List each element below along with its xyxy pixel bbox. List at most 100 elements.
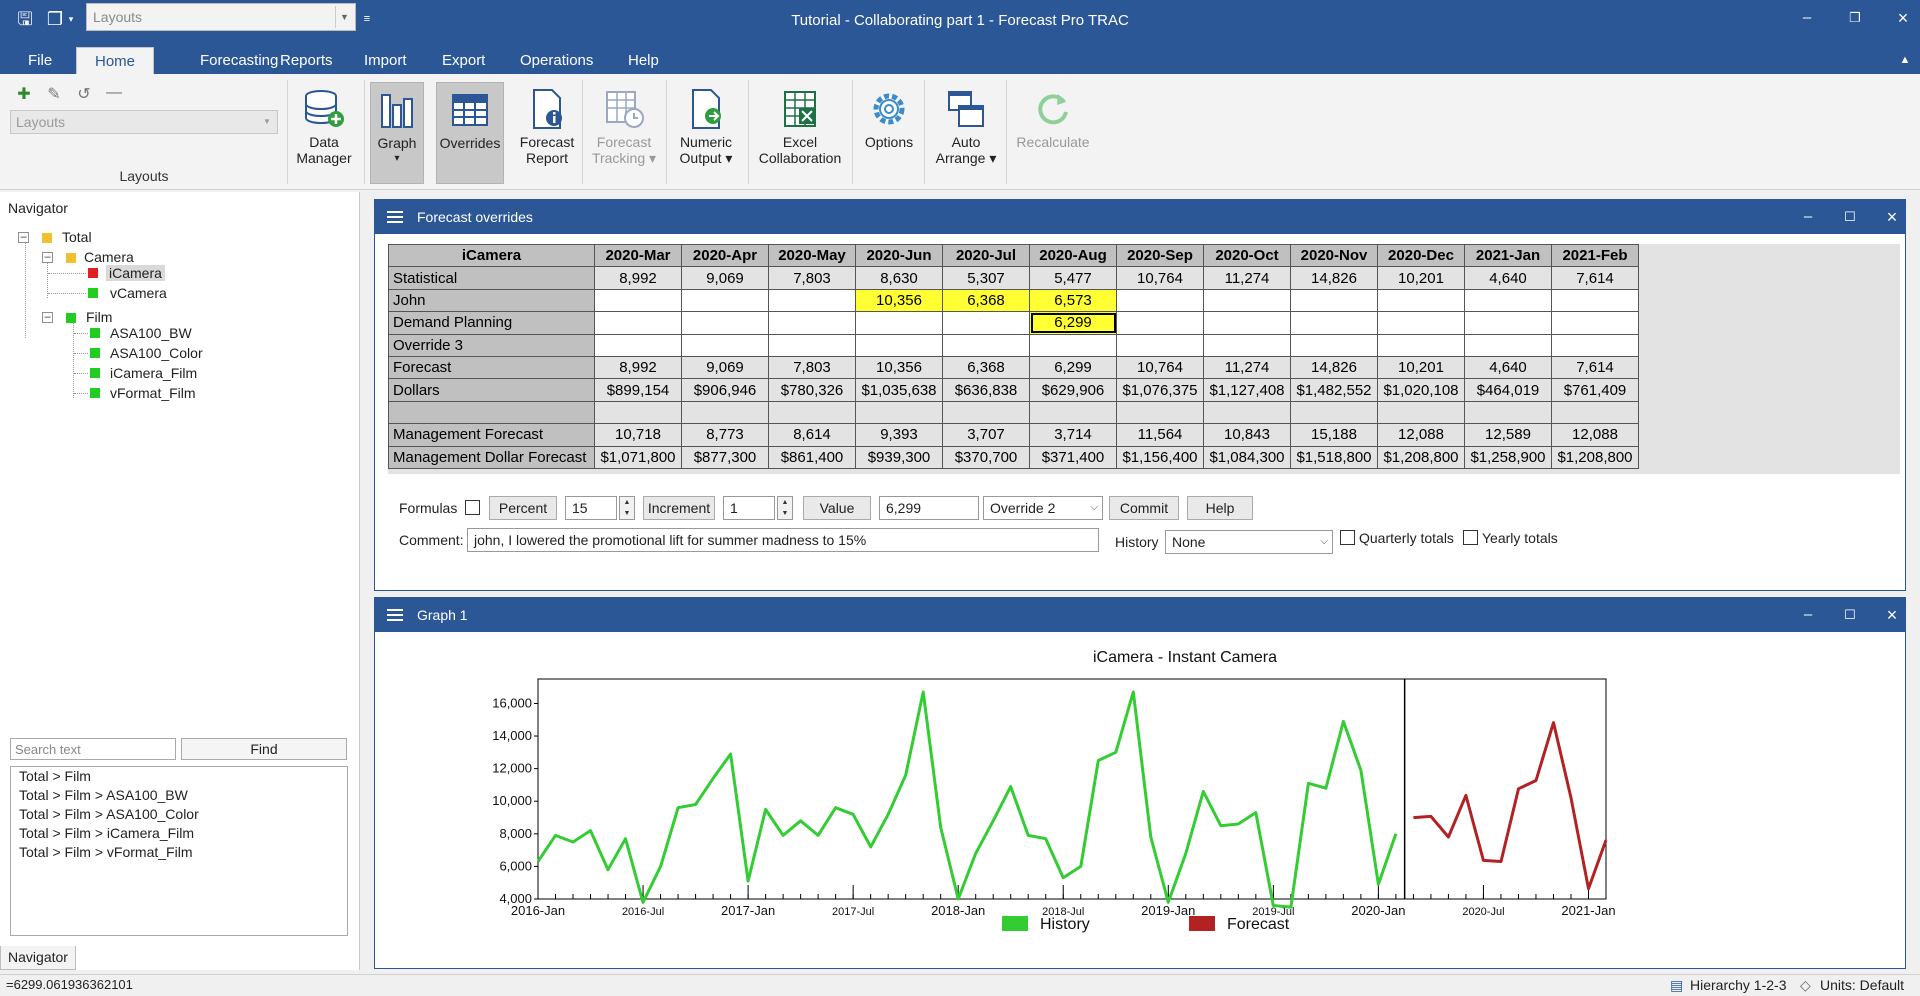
tab-help[interactable]: Help xyxy=(628,52,659,69)
data-manager-button[interactable]: Data Manager xyxy=(290,82,358,184)
save-icon[interactable]: 🖫 xyxy=(17,9,33,29)
table-cell[interactable] xyxy=(1551,288,1639,313)
list-item[interactable]: Total > Film xyxy=(19,768,91,784)
minimize-icon[interactable]: – xyxy=(1803,606,1813,623)
forecast-tracking-button[interactable]: Forecast Tracking ▾ xyxy=(586,82,662,184)
table-cell[interactable] xyxy=(681,311,769,335)
find-button[interactable]: Find xyxy=(181,738,347,760)
tab-home[interactable]: Home xyxy=(76,47,155,74)
table-cell[interactable] xyxy=(1377,333,1465,357)
table-cell[interactable] xyxy=(855,333,943,357)
minimize-icon[interactable]: – xyxy=(1802,9,1812,26)
table-cell[interactable] xyxy=(1116,288,1204,313)
tab-forecasting[interactable]: Forecasting xyxy=(200,52,279,69)
undo-layout-icon[interactable]: ↺ xyxy=(77,86,91,103)
table-cell[interactable] xyxy=(1290,333,1378,357)
close-icon[interactable]: × xyxy=(1897,8,1909,28)
table-cell[interactable] xyxy=(942,311,1030,335)
edit-layout-icon[interactable]: ✎ xyxy=(47,86,61,103)
table-cell[interactable] xyxy=(1290,311,1378,335)
tree-item-asa100-color[interactable]: ASA100_Color xyxy=(110,343,203,363)
list-item[interactable]: Total > Film > ASA100_BW xyxy=(19,787,188,803)
yearly-totals-checkbox[interactable] xyxy=(1463,530,1478,545)
close-icon[interactable]: × xyxy=(1886,207,1898,227)
restore-icon[interactable]: ❐ xyxy=(1849,10,1861,25)
table-cell[interactable] xyxy=(681,288,769,313)
table-cell[interactable]: 6,573 xyxy=(1029,288,1117,313)
table-cell[interactable]: 6,368 xyxy=(942,288,1030,313)
tree-item-total[interactable]: Total xyxy=(62,227,92,247)
numeric-output-button[interactable]: Numeric Output ▾ xyxy=(670,82,742,184)
recalculate-button[interactable]: Recalculate xyxy=(1012,82,1094,184)
search-input[interactable] xyxy=(10,738,176,760)
tree-item-camera[interactable]: Camera xyxy=(84,247,134,267)
auto-arrange-button[interactable]: Auto Arrange ▾ xyxy=(930,82,1002,184)
table-cell[interactable] xyxy=(1551,311,1639,335)
list-item[interactable]: Total > Film > iCamera_Film xyxy=(19,825,195,841)
chevron-down-icon[interactable]: ▼ xyxy=(335,6,353,28)
percent-button[interactable]: Percent xyxy=(489,496,557,520)
tab-reports[interactable]: Reports xyxy=(280,52,333,69)
table-cell[interactable] xyxy=(1029,333,1117,357)
collapse-film-icon[interactable]: – xyxy=(42,312,53,323)
remove-layout-icon[interactable]: — xyxy=(106,84,122,101)
value-field[interactable]: 6,299 xyxy=(879,496,979,520)
table-cell[interactable] xyxy=(1290,288,1378,313)
value-button[interactable]: Value xyxy=(803,496,871,520)
increment-stepper[interactable]: ▲ ▼ xyxy=(777,496,793,520)
override-select[interactable]: Override 2 ⌵ xyxy=(983,496,1103,520)
table-cell[interactable] xyxy=(855,311,943,335)
maximize-icon[interactable]: ☐ xyxy=(1844,607,1856,622)
quarterly-totals-checkbox[interactable] xyxy=(1340,530,1355,545)
table-cell[interactable] xyxy=(594,311,682,335)
commit-button[interactable]: Commit xyxy=(1109,496,1179,520)
increment-field[interactable]: 1 xyxy=(723,496,775,520)
table-cell[interactable]: 10,356 xyxy=(855,288,943,313)
quick-access-dropdown-icon[interactable]: ▾ xyxy=(68,14,74,24)
add-layout-icon[interactable]: ✚ xyxy=(17,86,31,103)
percent-stepper[interactable]: ▲ ▼ xyxy=(619,496,635,520)
table-cell[interactable] xyxy=(1464,311,1552,335)
tree-item-film[interactable]: Film xyxy=(86,307,112,327)
status-hierarchy[interactable]: Hierarchy 1-2-3 xyxy=(1690,977,1787,993)
tree-item-vcamera[interactable]: vCamera xyxy=(110,283,167,303)
collapse-ribbon-icon[interactable]: ▲ xyxy=(1899,54,1911,66)
window-layout-icon[interactable]: ❐ xyxy=(46,9,64,29)
tree-item-icamera-film[interactable]: iCamera_Film xyxy=(110,363,197,383)
table-cell[interactable] xyxy=(1203,333,1291,357)
table-cell[interactable] xyxy=(1203,288,1291,313)
table-cell[interactable] xyxy=(1551,333,1639,357)
close-icon[interactable]: × xyxy=(1886,605,1898,625)
table-cell[interactable] xyxy=(681,333,769,357)
graph-button[interactable]: Graph ▾ xyxy=(370,82,424,184)
tab-import[interactable]: Import xyxy=(364,52,407,69)
list-item[interactable]: Total > Film > ASA100_Color xyxy=(19,806,199,822)
table-cell[interactable] xyxy=(942,333,1030,357)
collapse-camera-icon[interactable]: – xyxy=(42,252,53,263)
tree-item-asa100-bw[interactable]: ASA100_BW xyxy=(110,323,192,343)
tree-item-vformat-film[interactable]: vFormat_Film xyxy=(110,383,196,403)
minimize-icon[interactable]: – xyxy=(1803,208,1813,225)
table-cell[interactable] xyxy=(768,288,856,313)
tab-file[interactable]: File xyxy=(28,52,53,69)
chevron-down-icon[interactable]: ▼ xyxy=(263,117,271,126)
percent-field[interactable]: 15 xyxy=(565,496,617,520)
history-select[interactable]: None ⌵ xyxy=(1165,530,1333,554)
options-button[interactable]: Options xyxy=(858,82,920,184)
table-cell[interactable] xyxy=(1377,311,1465,335)
list-item[interactable]: Total > Film > vFormat_Film xyxy=(19,844,193,860)
tree-item-icamera[interactable]: iCamera xyxy=(106,263,165,283)
table-cell[interactable] xyxy=(1464,333,1552,357)
table-cell[interactable]: 6,299 xyxy=(1029,311,1117,335)
table-cell[interactable] xyxy=(1377,288,1465,313)
status-units[interactable]: Units: Default xyxy=(1820,977,1905,993)
table-cell[interactable] xyxy=(768,333,856,357)
table-cell[interactable] xyxy=(1116,311,1204,335)
maximize-icon[interactable]: ☐ xyxy=(1844,209,1856,224)
formulas-checkbox[interactable] xyxy=(465,500,480,515)
hamburger-menu-icon[interactable] xyxy=(387,609,403,621)
excel-collaboration-button[interactable]: Excel Collaboration xyxy=(752,82,848,184)
tab-operations[interactable]: Operations xyxy=(520,52,594,69)
ribbon-layout-combo[interactable]: Layouts ▼ xyxy=(10,110,278,134)
tab-export[interactable]: Export xyxy=(442,52,486,69)
